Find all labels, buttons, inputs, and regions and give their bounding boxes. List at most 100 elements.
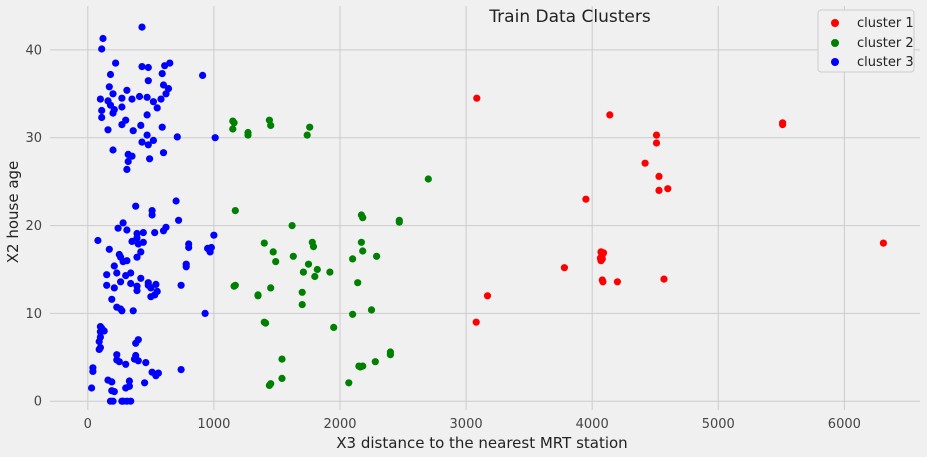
data-point (269, 248, 277, 256)
data-point (298, 288, 306, 296)
data-point (357, 238, 365, 246)
data-point (655, 186, 663, 194)
data-point (95, 345, 103, 353)
data-point (147, 293, 155, 301)
data-point (254, 292, 262, 300)
x-tick-label: 1000 (197, 417, 230, 432)
data-point (144, 63, 152, 72)
data-point (113, 269, 121, 277)
data-point (201, 309, 209, 317)
data-point (177, 281, 185, 289)
data-point (109, 90, 117, 98)
data-point (135, 92, 144, 101)
data-point (613, 278, 622, 286)
data-point (879, 239, 888, 247)
legend-marker-cluster-3 (831, 58, 839, 66)
x-tick-label: 2000 (323, 417, 356, 432)
data-point (142, 359, 150, 367)
data-point (96, 95, 104, 103)
data-point (655, 172, 663, 180)
data-point (109, 146, 117, 154)
data-point (110, 262, 118, 270)
data-point (367, 306, 376, 314)
data-point (152, 280, 160, 288)
data-point (153, 104, 161, 112)
data-point (175, 216, 183, 224)
data-point (599, 278, 607, 286)
x-tick-labels: 0 1000 2000 3000 4000 5000 6000 (84, 417, 861, 432)
data-point (94, 236, 102, 245)
data-point (105, 245, 113, 253)
data-point (133, 234, 141, 242)
data-point (117, 278, 125, 286)
data-point (473, 94, 481, 102)
x-tick-label: 6000 (828, 417, 861, 432)
data-point (199, 71, 207, 79)
data-point (177, 366, 185, 374)
data-point (306, 123, 314, 131)
data-point (118, 103, 126, 111)
x-tick-label: 4000 (576, 417, 609, 432)
data-point (105, 83, 113, 91)
data-point (371, 358, 379, 366)
data-point (373, 252, 381, 260)
data-point (149, 98, 157, 106)
data-point (138, 23, 146, 31)
data-point (159, 81, 168, 89)
data-point (582, 195, 590, 203)
data-point (173, 133, 181, 141)
data-point (119, 219, 127, 227)
data-point (260, 239, 268, 247)
x-tick-label: 3000 (450, 417, 483, 432)
data-point (641, 159, 649, 167)
data-point (230, 119, 238, 127)
data-point (664, 185, 672, 193)
data-point (231, 207, 239, 215)
data-point (311, 272, 319, 281)
data-point (152, 372, 160, 380)
data-point (128, 237, 136, 245)
data-point (104, 126, 112, 134)
data-point (127, 397, 135, 405)
series-cluster-2 (229, 116, 432, 389)
data-point (162, 90, 170, 98)
data-point (127, 279, 135, 288)
data-point (119, 258, 127, 266)
x-axis-label: X3 distance to the nearest MRT station (336, 434, 627, 452)
data-point (122, 360, 130, 368)
y-tick-label: 20 (25, 219, 42, 234)
data-point (113, 351, 121, 359)
x-tick-label: 0 (84, 417, 92, 432)
data-point (210, 231, 218, 239)
data-point (349, 310, 357, 318)
data-point (244, 131, 252, 139)
data-point (112, 59, 120, 67)
data-point (123, 226, 131, 234)
data-points (88, 23, 888, 405)
data-point (660, 275, 668, 283)
data-point (652, 131, 661, 139)
data-point (267, 284, 275, 292)
data-point (123, 86, 131, 94)
y-tick-label: 0 (34, 395, 42, 410)
data-point (229, 125, 237, 133)
y-tick-label: 30 (25, 131, 42, 146)
data-point (124, 157, 132, 166)
data-point (265, 381, 273, 389)
data-point (129, 127, 137, 135)
data-point (560, 264, 569, 272)
data-point (98, 113, 106, 122)
data-point (304, 260, 313, 268)
data-point (386, 351, 394, 359)
data-point (149, 136, 157, 144)
data-point (211, 134, 219, 142)
series-cluster-3 (88, 23, 219, 405)
data-point (143, 93, 151, 101)
data-point (138, 63, 146, 71)
data-point (143, 131, 151, 139)
series-cluster-1 (472, 94, 888, 326)
data-point (157, 95, 165, 103)
y-axis-label: X2 house age (4, 161, 22, 264)
data-point (110, 388, 118, 396)
data-point (110, 284, 118, 292)
